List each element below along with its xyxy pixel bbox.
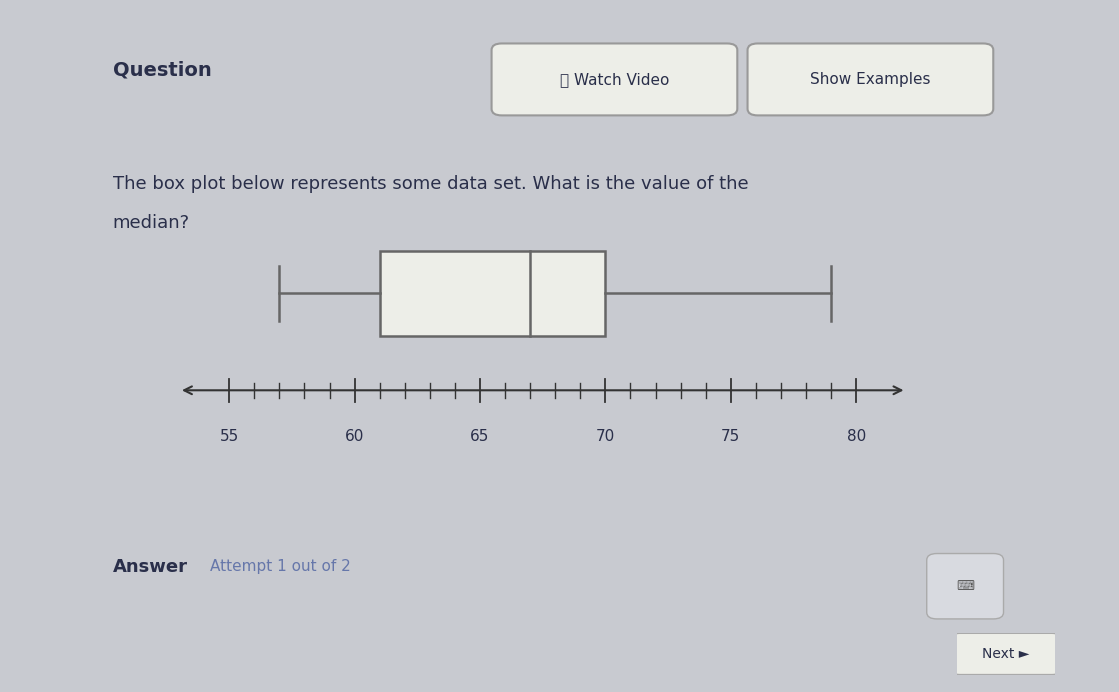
- Text: 60: 60: [345, 429, 365, 444]
- FancyBboxPatch shape: [927, 554, 1004, 619]
- Text: Ⓣ Watch Video: Ⓣ Watch Video: [560, 72, 669, 87]
- Text: Attempt 1 out of 2: Attempt 1 out of 2: [210, 559, 350, 574]
- FancyBboxPatch shape: [491, 44, 737, 116]
- FancyBboxPatch shape: [955, 633, 1057, 675]
- Text: ⌨: ⌨: [956, 580, 975, 593]
- Bar: [379, 251, 605, 336]
- Text: The box plot below represents some data set. What is the value of the: The box plot below represents some data …: [113, 175, 749, 193]
- Text: Show Examples: Show Examples: [810, 72, 931, 87]
- Text: 70: 70: [595, 429, 615, 444]
- Text: 55: 55: [219, 429, 238, 444]
- Text: 75: 75: [722, 429, 741, 444]
- Text: 80: 80: [847, 429, 866, 444]
- Text: Question: Question: [113, 60, 211, 79]
- FancyBboxPatch shape: [747, 44, 994, 116]
- Text: Answer: Answer: [113, 558, 188, 576]
- Text: median?: median?: [113, 215, 190, 233]
- Text: Next ►: Next ►: [982, 647, 1029, 661]
- Text: 65: 65: [470, 429, 490, 444]
